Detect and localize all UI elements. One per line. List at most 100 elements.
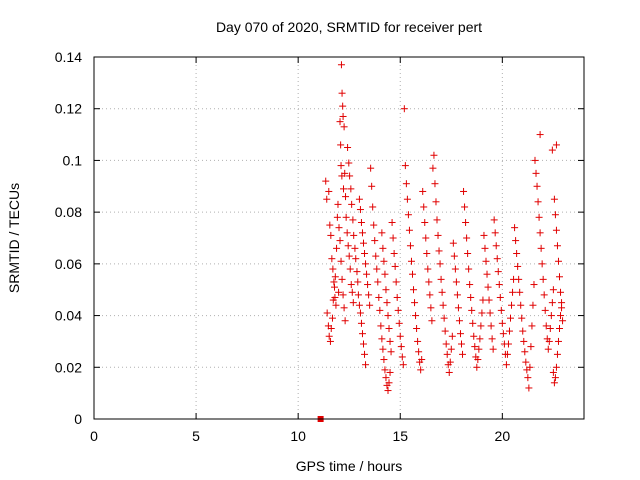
- data-point: [385, 325, 393, 332]
- data-point: [478, 309, 486, 317]
- data-point: [536, 131, 544, 139]
- data-point: [481, 244, 489, 252]
- data-point: [470, 332, 478, 340]
- ticks: 0 5 10 15 20 0 0.02 0.04 0.06 0.08 0.1 0.12 0.14: [55, 49, 584, 444]
- data-point: [535, 213, 543, 221]
- data-point: [415, 348, 423, 356]
- data-point: [497, 306, 505, 314]
- y-tick-label: 0.1: [63, 152, 83, 168]
- data-point: [532, 169, 540, 177]
- data-point: [361, 350, 369, 358]
- data-point: [485, 296, 493, 304]
- data-point: [383, 299, 391, 307]
- data-point: [487, 322, 495, 330]
- x-tick-label: 10: [290, 428, 306, 444]
- data-point: [410, 286, 418, 294]
- data-point: [339, 185, 347, 193]
- data-point: [345, 252, 353, 260]
- data-point: [452, 278, 460, 286]
- data-point: [468, 306, 476, 314]
- y-tick-label: 0.04: [55, 308, 82, 324]
- data-point: [475, 345, 483, 353]
- data-point: [424, 265, 432, 273]
- y-axis-label: SRMTID / TECUs: [6, 183, 22, 293]
- y-tick-label: 0.02: [55, 359, 82, 375]
- data-point: [503, 350, 511, 358]
- data-point: [550, 195, 558, 203]
- data-point: [339, 291, 347, 299]
- data-point: [546, 325, 554, 332]
- x-tick-label: 15: [392, 428, 408, 444]
- data-point: [493, 255, 501, 263]
- data-point: [374, 278, 382, 286]
- data-point: [518, 314, 526, 322]
- data-point: [462, 218, 470, 226]
- data-point: [360, 239, 367, 247]
- data-point: [412, 312, 420, 320]
- data-point: [438, 288, 446, 296]
- data-point: [362, 361, 370, 369]
- data-point: [448, 332, 456, 340]
- data-point: [376, 306, 384, 314]
- data-point: [334, 200, 342, 208]
- data-point: [393, 293, 401, 301]
- data-point: [362, 260, 370, 268]
- data-point: [329, 296, 337, 304]
- data-point: [382, 286, 390, 294]
- data-point: [547, 312, 555, 320]
- data-point: [343, 229, 351, 237]
- data-point: [368, 182, 376, 190]
- data-point: [414, 337, 422, 345]
- data-point: [357, 319, 365, 327]
- data-point: [419, 187, 427, 195]
- data-point: [381, 366, 389, 374]
- data-point: [482, 257, 490, 265]
- y-tick-label: 0.12: [55, 101, 82, 117]
- data-point: [533, 182, 541, 190]
- data-point: [422, 234, 430, 242]
- data-point: [515, 275, 523, 283]
- data-point: [369, 203, 377, 211]
- data-point: [519, 327, 527, 335]
- data-point: [442, 340, 450, 348]
- data-point: [349, 299, 357, 307]
- x-tick-label: 0: [90, 428, 98, 444]
- data-point: [453, 291, 461, 299]
- data-point: [502, 361, 510, 369]
- data-point: [552, 141, 560, 149]
- y-tick-label: 0.06: [55, 256, 82, 272]
- data-point: [490, 216, 498, 224]
- data-point: [344, 144, 352, 151]
- data-point: [339, 112, 347, 120]
- data-point: [379, 345, 387, 353]
- data-point: [337, 61, 345, 69]
- data-point: [559, 317, 567, 325]
- data-point: [552, 363, 560, 371]
- data-point: [409, 270, 416, 278]
- data-point: [323, 195, 331, 203]
- data-point: [360, 340, 367, 348]
- data-point: [372, 252, 380, 260]
- grid: [94, 57, 584, 419]
- data-point: [492, 242, 500, 250]
- data-point: [407, 257, 415, 265]
- data-point: [557, 288, 565, 296]
- data-point: [437, 275, 445, 283]
- y-tick-label: 0.08: [55, 204, 82, 220]
- data-point: [328, 255, 336, 263]
- data-point: [550, 379, 558, 387]
- data-point: [337, 257, 345, 265]
- data-point: [337, 141, 345, 149]
- data-point: [421, 218, 429, 226]
- y-tick-label: 0: [74, 411, 82, 427]
- data-point: [370, 221, 378, 229]
- data-point: [504, 340, 512, 348]
- data-point: [456, 330, 464, 338]
- data-point: [325, 332, 333, 340]
- data-point: [549, 368, 557, 376]
- data-point: [465, 265, 473, 273]
- data-point: [346, 172, 354, 180]
- data-point: [425, 278, 433, 286]
- data-point: [350, 231, 358, 239]
- data-point: [342, 213, 350, 221]
